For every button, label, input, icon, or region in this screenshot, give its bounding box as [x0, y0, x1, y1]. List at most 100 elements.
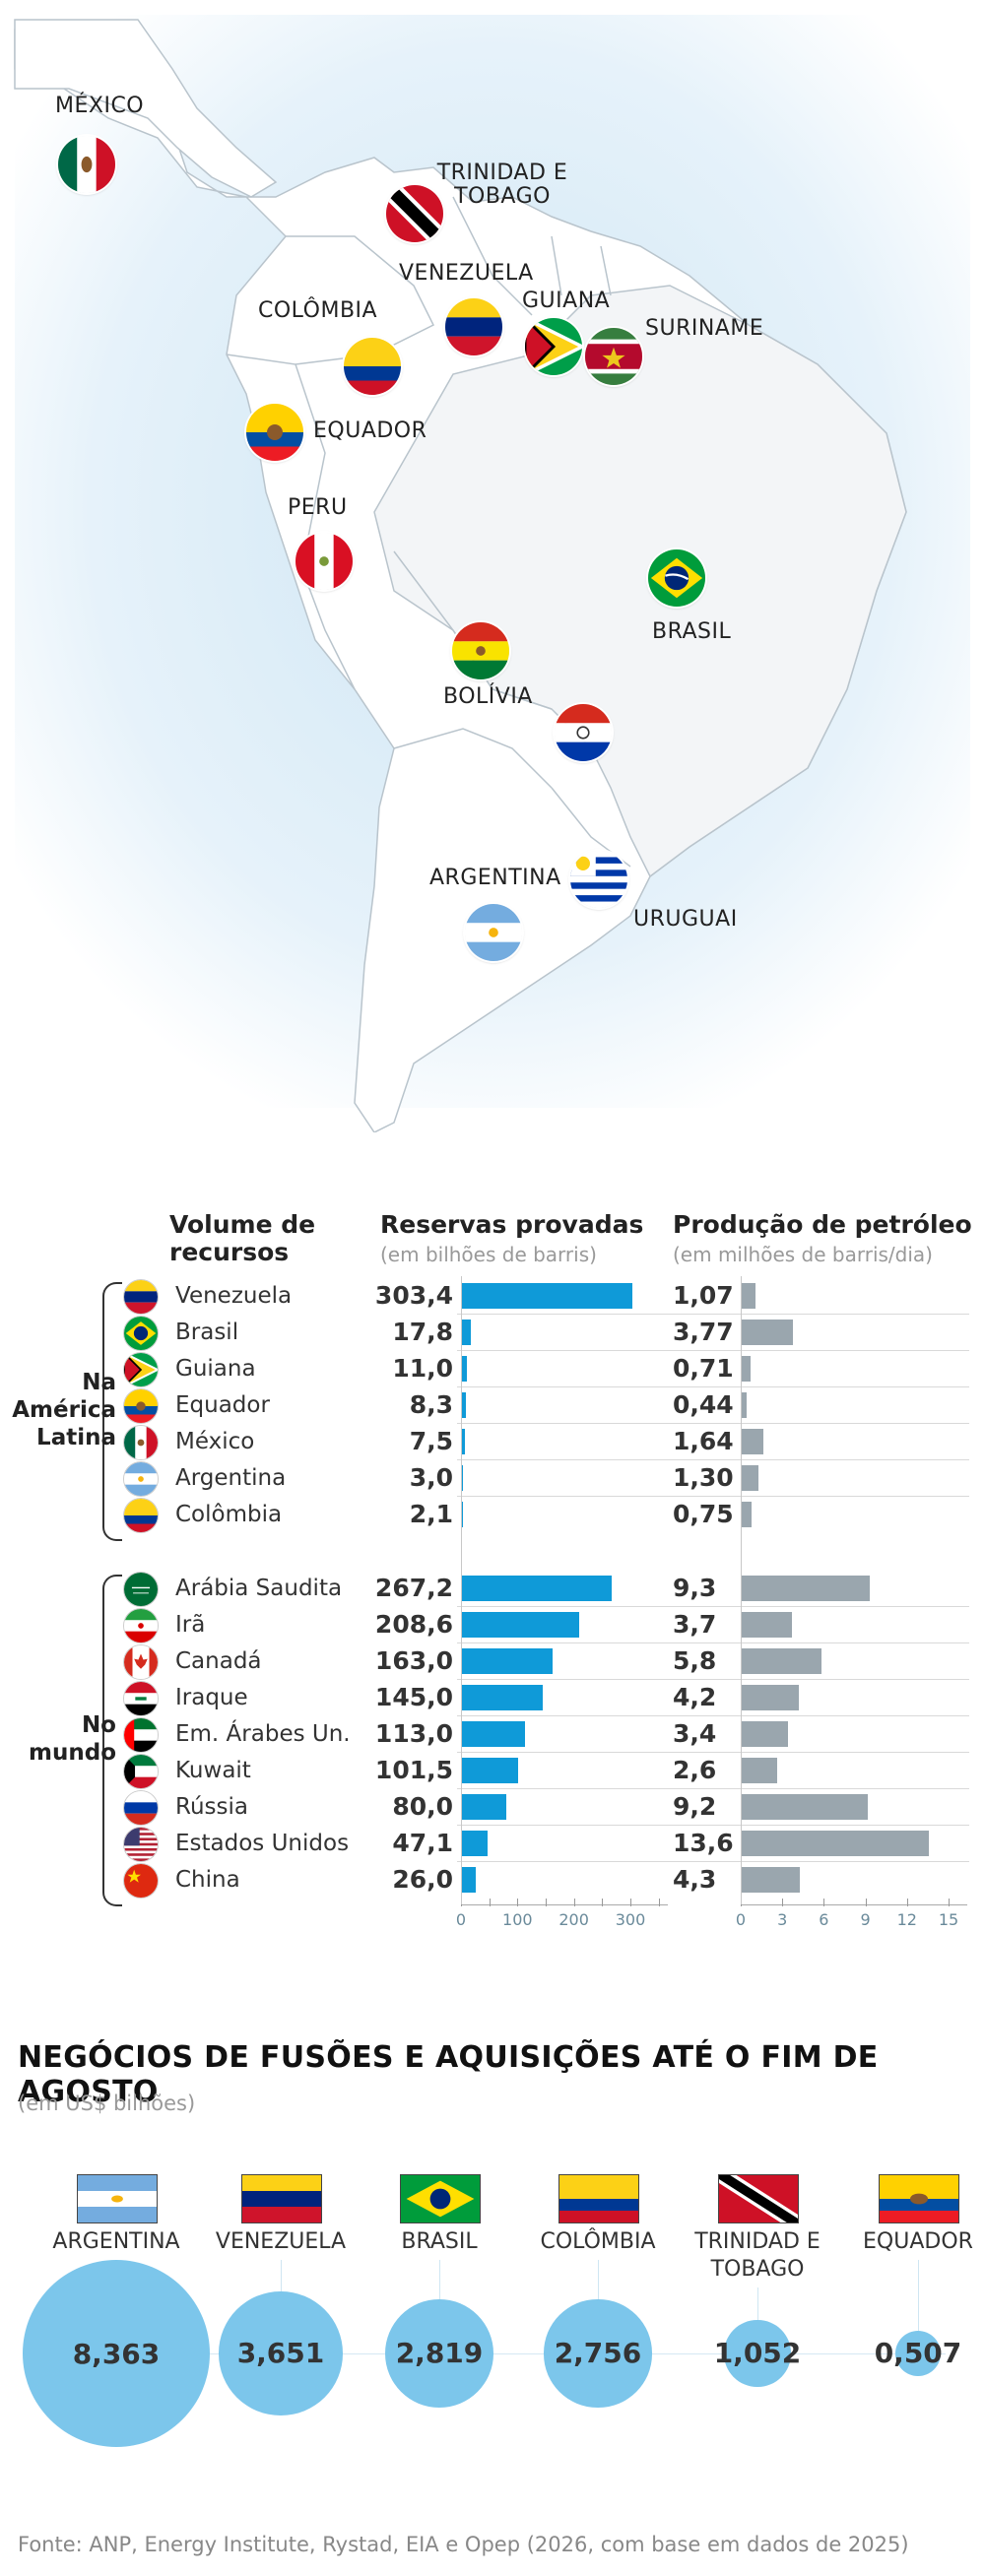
- reserves-tick-label: 300: [615, 1910, 646, 1929]
- map-label-mexico: MÉXICO: [55, 94, 145, 118]
- country-flag-icon: [124, 1755, 158, 1788]
- ma-bubble-value: 0,507: [874, 2337, 962, 2370]
- group-label-line: No: [81, 1711, 116, 1738]
- reserves-value: 17,8: [392, 1318, 453, 1346]
- row-separator: [457, 1715, 969, 1716]
- ma-country-line: BRASIL: [401, 2229, 478, 2254]
- reserves-bar: [461, 1320, 472, 1345]
- row-separator: [457, 1459, 969, 1460]
- country-flag-icon: [124, 1389, 158, 1423]
- reserves-bar: [461, 1356, 468, 1382]
- reserves-value: 163,0: [374, 1646, 453, 1675]
- ma-country-line: EQUADOR: [863, 2229, 973, 2254]
- row-separator: [457, 1825, 969, 1826]
- production-tick-label: 6: [819, 1910, 829, 1929]
- reserves-bar: [461, 1794, 506, 1820]
- ma-bubble-value: 2,819: [395, 2337, 484, 2370]
- ma-country-label: BRASIL: [346, 2228, 533, 2256]
- reserves-tick-mark: [630, 1899, 631, 1906]
- production-tick-mark: [823, 1899, 825, 1906]
- map-flag-equador: [246, 404, 303, 461]
- ma-title: NEGÓCIOS DE FUSÕES E AQUISIÇÕES ATÉ O FI…: [18, 2040, 879, 2109]
- production-tick-label: 15: [938, 1910, 959, 1929]
- map-label-brasil: BRASIL: [652, 619, 732, 644]
- production-bar: [741, 1465, 759, 1491]
- ma-flag-icon: [77, 2174, 158, 2223]
- map-label-suriname: SURINAME: [645, 316, 764, 341]
- production-bar: [741, 1576, 870, 1601]
- country-name: Rússia: [175, 1794, 248, 1820]
- ma-country-line: COLÔMBIA: [540, 2229, 656, 2254]
- reserves-value: 3,0: [409, 1463, 453, 1492]
- production-bar: [741, 1283, 756, 1309]
- ma-bubble-value: 8,363: [72, 2337, 161, 2370]
- reserves-baseline: [461, 1276, 462, 1904]
- production-bar: [741, 1320, 794, 1345]
- production-axis-line: [741, 1904, 967, 1905]
- group-brace: [102, 1575, 122, 1906]
- country-name: Canadá: [175, 1648, 262, 1674]
- production-tick-label: 3: [777, 1910, 788, 1929]
- reserves-axis-line: [461, 1904, 668, 1905]
- country-name: Colômbia: [175, 1502, 283, 1527]
- reserves-tick-label: 100: [502, 1910, 533, 1929]
- central-america: [14, 19, 278, 198]
- bubble-connector: [598, 2260, 599, 2300]
- reserves-tick-mark: [658, 1899, 660, 1906]
- reserves-bar: [461, 1831, 488, 1856]
- ma-country-line: TOBAGO: [710, 2257, 805, 2282]
- bubble-connector: [918, 2260, 919, 2331]
- production-value: 4,2: [673, 1683, 717, 1711]
- production-bar: [741, 1794, 869, 1820]
- reserves-bar: [461, 1867, 476, 1893]
- country-flag-icon: [124, 1462, 158, 1496]
- country-flag-icon: [124, 1499, 158, 1532]
- production-value: 1,07: [673, 1281, 734, 1310]
- source-note: Fonte: ANP, Energy Institute, Rystad, EI…: [18, 2533, 909, 2556]
- ma-country-label: COLÔMBIA: [504, 2228, 691, 2256]
- country-flag-icon: [124, 1791, 158, 1825]
- map-label-guiana: GUIANA: [522, 289, 611, 313]
- production-value: 3,77: [673, 1318, 734, 1346]
- ma-country-line: VENEZUELA: [215, 2229, 347, 2254]
- map-label-bolivia: BOLÍVIA: [443, 684, 533, 709]
- row-separator: [457, 1496, 969, 1497]
- ma-country-label: VENEZUELA: [187, 2228, 374, 2256]
- map-flag-brasil: [648, 549, 705, 607]
- reserves-bar: [461, 1721, 525, 1747]
- country-name: Iraque: [175, 1685, 248, 1710]
- ma-bubble-value: 2,756: [554, 2337, 642, 2370]
- production-bar: [741, 1867, 801, 1893]
- row-separator: [457, 1642, 969, 1643]
- country-name: Argentina: [175, 1465, 287, 1491]
- production-value: 3,7: [673, 1610, 717, 1639]
- reserves-bar: [461, 1648, 554, 1674]
- production-value: 0,75: [673, 1500, 734, 1528]
- row-separator: [457, 1788, 969, 1789]
- country-flag-icon: [124, 1280, 158, 1314]
- reserves-value: 7,5: [409, 1427, 453, 1455]
- production-tick-mark: [906, 1899, 908, 1906]
- reserves-bar: [461, 1283, 632, 1309]
- production-tick-label: 12: [896, 1910, 917, 1929]
- production-value: 9,3: [673, 1574, 717, 1602]
- reserves-bar: [461, 1502, 463, 1527]
- row-separator: [457, 1752, 969, 1753]
- country-flag-icon: [124, 1828, 158, 1861]
- ma-bubble: 2,756: [544, 2299, 652, 2408]
- group-label-line: mundo: [29, 1739, 116, 1766]
- ma-flag-icon: [718, 2174, 799, 2223]
- group-label-line: Latina: [36, 1424, 116, 1450]
- reserves-value: 11,0: [392, 1354, 453, 1383]
- country-name: Kuwait: [175, 1758, 251, 1783]
- map-flag-suriname: [585, 328, 642, 385]
- production-value: 5,8: [673, 1646, 717, 1675]
- row-separator: [457, 1606, 969, 1607]
- reserves-value: 145,0: [374, 1683, 453, 1711]
- map-flag-colombia: [344, 338, 401, 395]
- reserves-bar: [461, 1758, 519, 1783]
- production-bar: [741, 1392, 748, 1418]
- country-name: Equador: [175, 1392, 270, 1418]
- production-bar: [741, 1612, 793, 1638]
- reserves-value: 80,0: [392, 1792, 453, 1821]
